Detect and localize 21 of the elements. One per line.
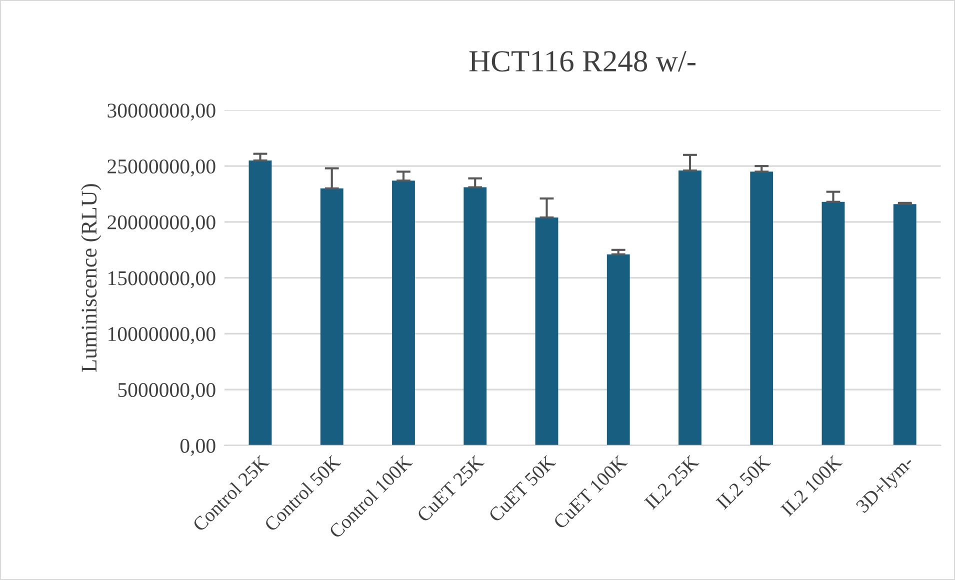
x-tick-label: IL2 25K	[644, 454, 700, 510]
bar	[320, 188, 344, 446]
x-tick-label: IL2 50K	[716, 454, 772, 510]
bar	[248, 160, 272, 446]
y-tick-label: 5000000,00	[118, 382, 216, 400]
bar	[678, 170, 702, 446]
y-tick-label: 10000000,00	[108, 327, 216, 344]
y-axis-title: Luminiscence (RLU)	[81, 184, 102, 372]
bar	[822, 202, 845, 446]
y-tick-label: 15000000,00	[108, 271, 216, 288]
y-tick-label: 20000000,00	[108, 215, 216, 232]
bar	[392, 180, 415, 446]
bar	[464, 187, 487, 446]
y-tick-label: 0,00	[180, 438, 216, 456]
bar	[535, 217, 558, 446]
bar	[606, 254, 630, 446]
bar	[750, 172, 774, 446]
y-tick-label: 30000000,00	[108, 104, 216, 121]
bar	[893, 204, 916, 446]
chart-title: HCT116 R248 w/-	[469, 50, 696, 72]
y-tick-label: 25000000,00	[108, 159, 216, 177]
